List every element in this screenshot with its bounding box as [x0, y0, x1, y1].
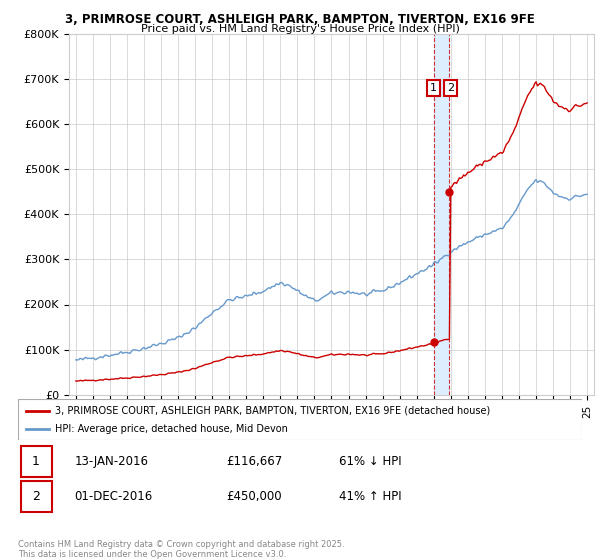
Text: 1: 1 [32, 455, 40, 468]
Bar [21, 480, 52, 512]
Bar [434, 34, 449, 395]
Text: HPI: Average price, detached house, Mid Devon: HPI: Average price, detached house, Mid … [55, 424, 287, 433]
Text: £450,000: £450,000 [227, 489, 283, 503]
Text: 61% ↓ HPI: 61% ↓ HPI [340, 455, 402, 468]
Text: Price paid vs. HM Land Registry's House Price Index (HPI): Price paid vs. HM Land Registry's House … [140, 24, 460, 34]
Text: 41% ↑ HPI: 41% ↑ HPI [340, 489, 402, 503]
Text: 01-DEC-2016: 01-DEC-2016 [74, 489, 152, 503]
Text: 2: 2 [447, 83, 454, 93]
Text: 1: 1 [430, 83, 437, 93]
Text: 2: 2 [32, 489, 40, 503]
Text: 13-JAN-2016: 13-JAN-2016 [74, 455, 148, 468]
Text: 3, PRIMROSE COURT, ASHLEIGH PARK, BAMPTON, TIVERTON, EX16 9FE: 3, PRIMROSE COURT, ASHLEIGH PARK, BAMPTO… [65, 13, 535, 26]
Text: Contains HM Land Registry data © Crown copyright and database right 2025.
This d: Contains HM Land Registry data © Crown c… [18, 540, 344, 559]
Text: 3, PRIMROSE COURT, ASHLEIGH PARK, BAMPTON, TIVERTON, EX16 9FE (detached house): 3, PRIMROSE COURT, ASHLEIGH PARK, BAMPTO… [55, 405, 490, 416]
Text: £116,667: £116,667 [227, 455, 283, 468]
Bar [21, 446, 52, 477]
